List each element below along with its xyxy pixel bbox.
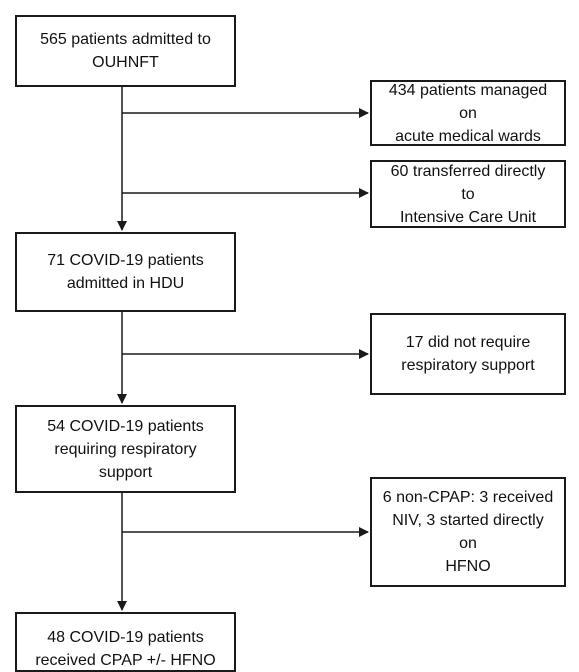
no-resp-line-1: 17 did not require	[405, 334, 531, 351]
resp-line-3: support	[98, 463, 153, 481]
noncpap-line-1: 6 non-CPAP: 3 received	[382, 489, 554, 506]
icu-line-1: 60 transferred directly to	[390, 162, 546, 203]
respiratory-support-box: 54 COVID-19 patients requiring respirato…	[15, 405, 236, 493]
admitted-line-2: OUHNFT	[92, 54, 159, 71]
wards-line-2: acute medical wards	[395, 127, 541, 145]
admitted-box: 565 patients admitted to OUHNFT	[15, 15, 236, 87]
admitted-line-1: 565 patients admitted to	[40, 31, 211, 48]
noncpap-line-3: HFNO	[445, 558, 491, 575]
cpap-box: 48 COVID-19 patients received CPAP +/- H…	[15, 612, 236, 672]
no-respiratory-support-box: 17 did not require respiratory support	[370, 313, 566, 395]
hdu-line-1: 71 COVID-19 patients	[47, 252, 204, 269]
medical-wards-box: 434 patients managed on acute medical wa…	[370, 80, 566, 146]
resp-line-1: 54 COVID-19 patients	[47, 417, 204, 435]
icu-transfer-box: 60 transferred directly to Intensive Car…	[370, 160, 566, 228]
hdu-admission-box: 71 COVID-19 patients admitted in HDU	[15, 232, 236, 312]
wards-line-1: 434 patients managed on	[388, 81, 548, 122]
non-cpap-box: 6 non-CPAP: 3 received NIV, 3 started di…	[370, 477, 566, 587]
resp-line-2: requiring respiratory	[54, 440, 197, 458]
cpap-line-2: received CPAP +/- HFNO	[35, 652, 216, 669]
connector-layer	[117, 87, 369, 611]
no-resp-line-2: respiratory support	[401, 357, 535, 374]
hdu-line-2: admitted in HDU	[66, 275, 185, 292]
flowchart: 565 patients admitted to OUHNFT 434 pati…	[15, 15, 566, 672]
noncpap-line-2: NIV, 3 started directly on	[392, 512, 544, 552]
cpap-line-1: 48 COVID-19 patients	[47, 629, 204, 646]
icu-line-2: Intensive Care Unit	[399, 208, 537, 226]
